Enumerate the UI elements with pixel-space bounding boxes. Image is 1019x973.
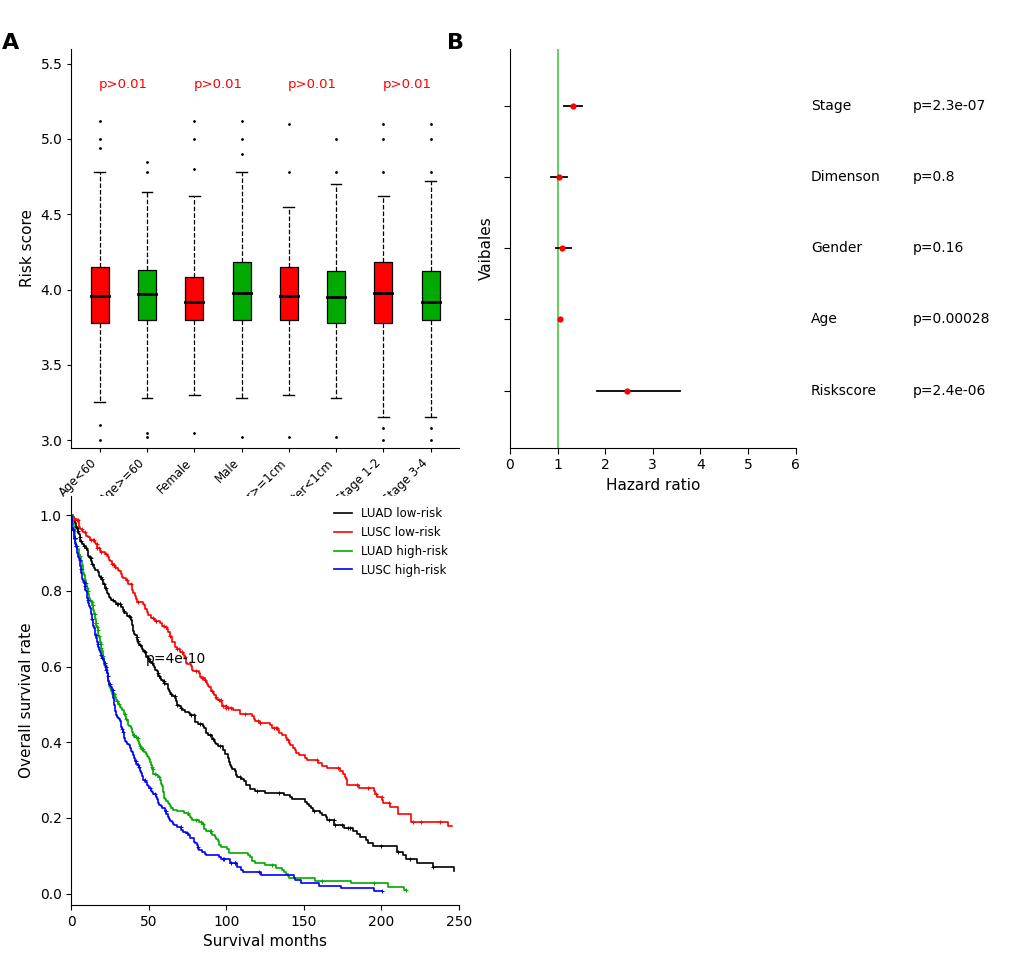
LUSC high-risk (368, 885, 380, 897)
Y-axis label: Vaibales: Vaibales (479, 216, 493, 280)
LUSC low-risk (316, 760, 328, 772)
LUAD high-risk (97, 652, 109, 664)
Bar (232, 263, 251, 319)
LUSC low-risk (441, 820, 453, 832)
LUSC high-risk (149, 788, 161, 800)
Text: Gender: Gender (810, 241, 861, 255)
Bar (185, 277, 203, 319)
LUSC low-risk (392, 809, 405, 820)
Text: p=0.00028: p=0.00028 (912, 312, 989, 326)
LUAD high-risk (178, 808, 191, 819)
LUAD low-risk (72, 528, 85, 540)
Text: p=4e-10: p=4e-10 (146, 652, 206, 666)
Line: LUSC high-risk: LUSC high-risk (71, 515, 381, 891)
LUAD low-risk (65, 509, 77, 521)
Text: Dimenson: Dimenson (810, 170, 879, 184)
LUAD high-risk (133, 740, 146, 752)
LUSC high-risk (99, 658, 111, 669)
LUSC high-risk (163, 813, 175, 825)
Text: p=0.8: p=0.8 (912, 170, 955, 184)
Text: p>0.01: p>0.01 (382, 78, 431, 90)
LUAD high-risk (398, 884, 411, 896)
LUSC low-risk (106, 557, 118, 568)
LUAD low-risk (285, 794, 298, 806)
Text: Stage: Stage (810, 98, 850, 113)
X-axis label: Survival months: Survival months (203, 934, 327, 950)
Text: A: A (2, 33, 19, 53)
Text: p=2.4e-06: p=2.4e-06 (912, 383, 985, 398)
Text: p=0.16: p=0.16 (912, 241, 963, 255)
Line: LUSC low-risk: LUSC low-risk (71, 515, 452, 826)
Bar (279, 267, 298, 319)
LUAD low-risk (448, 865, 461, 877)
LUSC high-risk (127, 751, 140, 763)
Text: B: B (446, 33, 464, 53)
LUAD high-risk (65, 509, 77, 521)
LUSC low-risk (65, 509, 77, 521)
LUSC low-risk (149, 615, 161, 627)
Bar (421, 271, 439, 319)
Text: p>0.01: p>0.01 (99, 78, 148, 90)
Line: LUAD high-risk: LUAD high-risk (71, 515, 406, 890)
Bar (91, 267, 109, 323)
Y-axis label: Risk score: Risk score (20, 209, 35, 287)
LUSC low-risk (446, 820, 459, 832)
LUAD low-risk (426, 861, 438, 873)
Text: Riskscore: Riskscore (810, 383, 876, 398)
Text: p>0.01: p>0.01 (287, 78, 336, 90)
Y-axis label: Overall survival rate: Overall survival rate (19, 623, 34, 778)
LUAD low-risk (172, 699, 184, 710)
LUAD low-risk (77, 540, 90, 552)
LUSC high-risk (65, 509, 77, 521)
LUAD high-risk (220, 844, 232, 855)
LUAD high-risk (155, 778, 167, 790)
LUAD high-risk (95, 640, 107, 652)
LUSC high-risk (375, 885, 387, 897)
Legend: LUAD low-risk, LUSC low-risk, LUAD high-risk, LUSC high-risk: LUAD low-risk, LUSC low-risk, LUAD high-… (329, 502, 452, 581)
Bar (138, 270, 156, 319)
Text: p=2.3e-07: p=2.3e-07 (912, 98, 985, 113)
LUSC high-risk (200, 849, 212, 861)
LUSC high-risk (94, 647, 106, 659)
Line: LUAD low-risk: LUAD low-risk (71, 515, 454, 871)
LUAD high-risk (399, 884, 412, 896)
X-axis label: Hazard ratio: Hazard ratio (605, 478, 699, 492)
Text: Age: Age (810, 312, 837, 326)
LUSC low-risk (67, 512, 79, 523)
Bar (374, 263, 392, 323)
Bar (327, 271, 344, 323)
LUSC low-risk (193, 666, 205, 677)
Text: p>0.01: p>0.01 (194, 78, 243, 90)
LUAD low-risk (130, 631, 143, 643)
